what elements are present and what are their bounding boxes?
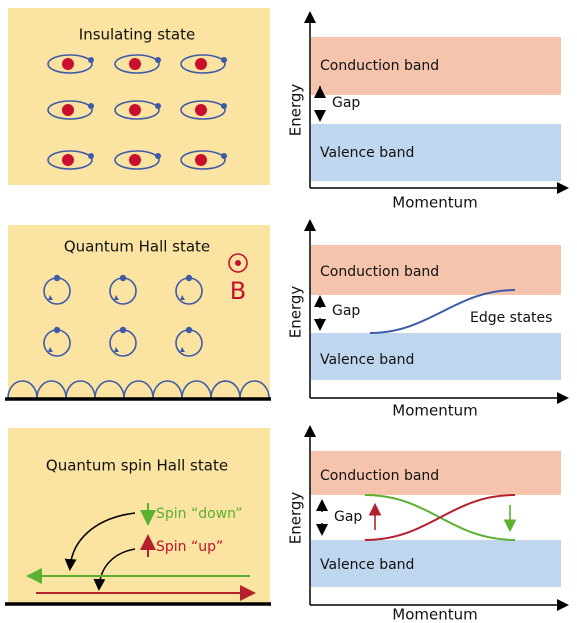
spin-down-label: Spin “down” <box>156 506 243 522</box>
conduction-label: Conduction band <box>320 264 439 280</box>
spin-up-edge-curve <box>365 495 515 540</box>
panel-title: Insulating state <box>79 26 195 44</box>
panel-title: Quantum spin Hall state <box>46 457 228 475</box>
diagram: Insulating state Conduction band Valence… <box>0 0 577 623</box>
x-axis-label: Momentum <box>392 402 477 420</box>
spin-up-label: Spin “up” <box>156 539 223 555</box>
y-axis-label: Energy <box>287 492 305 545</box>
conduction-label: Conduction band <box>320 468 439 484</box>
valence-label: Valence band <box>320 557 414 573</box>
valence-label: Valence band <box>320 352 414 368</box>
y-axis-label: Energy <box>287 84 305 137</box>
panel-quantum-hall: Quantum Hall state B Conduction band Val… <box>5 222 566 420</box>
x-axis-label: Momentum <box>392 194 477 212</box>
panel-title: Quantum Hall state <box>64 238 210 256</box>
y-axis-label: Energy <box>287 286 305 339</box>
gap-label: Gap <box>332 303 360 319</box>
panel-quantum-spin-hall: Quantum spin Hall state Spin “down” Spin… <box>5 428 566 623</box>
gap-label: Gap <box>332 95 360 111</box>
edge-label: Edge states <box>470 310 552 326</box>
valence-label: Valence band <box>320 145 414 161</box>
conduction-label: Conduction band <box>320 58 439 74</box>
gap-label: Gap <box>334 509 362 525</box>
panel-insulating: Insulating state Conduction band Valence… <box>8 8 566 212</box>
x-axis-label: Momentum <box>392 606 477 623</box>
field-label: B <box>230 277 246 305</box>
